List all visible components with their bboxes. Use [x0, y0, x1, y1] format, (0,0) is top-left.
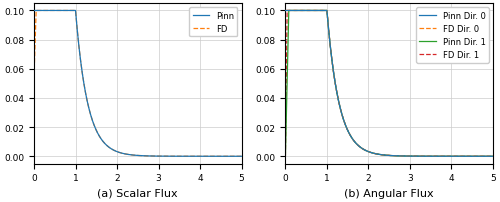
- Pinn Dir. 1: [306, 10, 312, 13]
- Pinn: [54, 10, 60, 13]
- FD: [31, 76, 37, 78]
- FD Dir. 0: [464, 155, 469, 158]
- FD Dir. 1: [371, 152, 377, 155]
- Line: FD Dir. 0: FD Dir. 0: [286, 11, 493, 157]
- FD Dir. 0: [371, 152, 377, 155]
- Pinn: [31, 10, 37, 13]
- Line: Pinn Dir. 1: Pinn Dir. 1: [286, 11, 493, 157]
- FD Dir. 1: [284, 10, 290, 13]
- Pinn Dir. 1: [286, 10, 292, 13]
- Pinn Dir. 0: [371, 152, 377, 155]
- FD Dir. 1: [490, 155, 496, 158]
- X-axis label: (a) Scalar Flux: (a) Scalar Flux: [98, 188, 178, 198]
- Pinn: [238, 155, 244, 158]
- Legend: Pinn Dir. 0, FD Dir. 0, Pinn Dir. 1, FD Dir. 1: Pinn Dir. 0, FD Dir. 0, Pinn Dir. 1, FD …: [416, 8, 489, 63]
- FD Dir. 1: [318, 10, 324, 13]
- Pinn Dir. 1: [490, 155, 496, 158]
- Line: Pinn Dir. 0: Pinn Dir. 0: [286, 11, 493, 157]
- Pinn: [212, 155, 218, 158]
- Pinn Dir. 1: [282, 155, 288, 158]
- Pinn: [67, 10, 73, 13]
- FD Dir. 1: [486, 155, 492, 158]
- FD Dir. 0: [490, 155, 496, 158]
- Pinn Dir. 0: [486, 155, 492, 158]
- Legend: Pinn, FD: Pinn, FD: [190, 8, 238, 37]
- Pinn Dir. 0: [464, 155, 469, 158]
- X-axis label: (b) Angular Flux: (b) Angular Flux: [344, 188, 434, 198]
- Pinn Dir. 0: [282, 10, 288, 13]
- FD Dir. 0: [282, 10, 288, 13]
- FD Dir. 1: [306, 10, 312, 13]
- FD Dir. 1: [362, 149, 368, 152]
- Line: FD: FD: [34, 11, 242, 157]
- Pinn Dir. 1: [486, 155, 492, 158]
- FD Dir. 1: [464, 155, 469, 158]
- Pinn Dir. 1: [362, 149, 368, 152]
- FD Dir. 0: [362, 149, 368, 152]
- Pinn: [110, 149, 116, 152]
- FD: [234, 155, 240, 158]
- FD: [55, 10, 61, 13]
- FD: [120, 152, 126, 155]
- FD: [212, 155, 218, 158]
- Pinn: [234, 155, 240, 158]
- FD: [110, 149, 116, 152]
- FD Dir. 0: [318, 10, 324, 13]
- FD: [238, 155, 244, 158]
- FD Dir. 0: [306, 10, 312, 13]
- FD: [67, 10, 73, 13]
- Line: Pinn: Pinn: [34, 11, 242, 157]
- Pinn Dir. 0: [306, 10, 312, 13]
- FD Dir. 1: [282, 155, 288, 158]
- Pinn Dir. 0: [362, 149, 368, 152]
- FD Dir. 0: [486, 155, 492, 158]
- FD: [33, 10, 39, 13]
- Pinn: [120, 152, 126, 155]
- Line: FD Dir. 1: FD Dir. 1: [286, 11, 493, 157]
- Pinn Dir. 1: [371, 152, 377, 155]
- Pinn Dir. 1: [464, 155, 469, 158]
- Pinn Dir. 1: [318, 10, 324, 13]
- Pinn Dir. 0: [318, 10, 324, 13]
- Pinn Dir. 0: [490, 155, 496, 158]
